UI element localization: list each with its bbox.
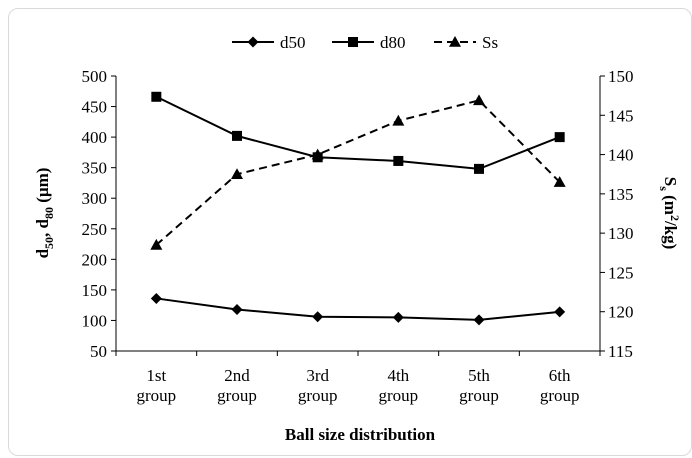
series-line-Ss (155, 99, 561, 246)
data-point-Ss (231, 168, 243, 180)
chart-frame (8, 8, 692, 456)
left-tick-label: 400 (82, 128, 108, 147)
left-tick-label: 500 (82, 67, 108, 86)
series-line-d80 (155, 95, 561, 170)
right-tick-label: 140 (608, 146, 634, 165)
x-tick-label: 3rd group (298, 366, 338, 405)
legend-item-d80: d80 (332, 33, 406, 52)
legend-marker (449, 36, 461, 47)
legend-label: d80 (380, 33, 406, 52)
data-point-d50 (231, 303, 243, 315)
x-tick-label: 6th group (540, 366, 580, 405)
left-axis-ticks: 50 100 150 200 250 300 350 400 450 500 (82, 67, 116, 361)
left-tick-label: 100 (82, 311, 108, 330)
data-point-Ss (553, 176, 566, 187)
legend: d50 d80 Ss (232, 33, 498, 52)
series-d50 (150, 292, 566, 326)
legend-label: d50 (280, 33, 306, 52)
left-tick-label: 350 (82, 159, 108, 178)
axes (115, 76, 601, 352)
x-tick-label: 2nd group (217, 366, 257, 405)
x-axis-ticks: 1st group 2nd group 3rd group 4th group 5th group… (115, 351, 601, 405)
left-tick-label: 200 (82, 250, 108, 269)
right-tick-label: 120 (608, 303, 634, 322)
data-point-d50 (554, 306, 566, 318)
data-point-Ss (311, 148, 324, 160)
x-tick-label: 5th group (459, 366, 499, 405)
data-point-Ss (392, 114, 405, 126)
x-axis-title: Ball size distribution (285, 425, 436, 444)
data-point-d50 (392, 311, 404, 323)
series-line-d50 (156, 297, 560, 321)
right-tick-label: 125 (608, 263, 634, 282)
x-tick-label: 1st group (136, 366, 176, 405)
legend-item-d50: d50 (232, 33, 306, 52)
data-point-d80 (232, 130, 242, 141)
right-tick-label: 115 (608, 342, 633, 361)
data-point-d50 (150, 292, 162, 304)
right-tick-label: 150 (608, 67, 634, 86)
left-tick-label: 150 (82, 281, 108, 300)
data-point-d50 (312, 311, 324, 323)
right-axis-ticks: 115 120 125 130 135 140 145 150 (600, 67, 634, 361)
data-point-d50 (473, 314, 485, 326)
right-tick-label: 135 (608, 185, 634, 204)
series-d80 (151, 91, 565, 174)
data-point-d80 (393, 155, 404, 166)
legend-label: Ss (482, 33, 498, 52)
x-tick-label: 4th group (378, 366, 418, 405)
right-tick-label: 130 (608, 224, 634, 243)
legend-marker (247, 36, 259, 48)
left-tick-label: 300 (82, 189, 108, 208)
legend-marker (348, 37, 358, 47)
series-Ss (150, 94, 566, 250)
data-point-d80 (474, 163, 484, 174)
left-axis-title: d50, d80 (μm) (33, 168, 56, 259)
data-point-Ss (150, 238, 163, 250)
left-tick-label: 50 (90, 342, 107, 361)
right-tick-label: 145 (608, 106, 634, 125)
plot-area (150, 91, 566, 326)
legend-item-Ss: Ss (434, 33, 498, 52)
data-point-d80 (151, 91, 162, 102)
data-point-Ss (473, 94, 485, 106)
left-tick-label: 250 (82, 220, 108, 239)
right-axis-title: Ss (m2/kg) (657, 177, 682, 250)
left-tick-label: 450 (82, 98, 108, 117)
data-point-d80 (554, 132, 565, 143)
